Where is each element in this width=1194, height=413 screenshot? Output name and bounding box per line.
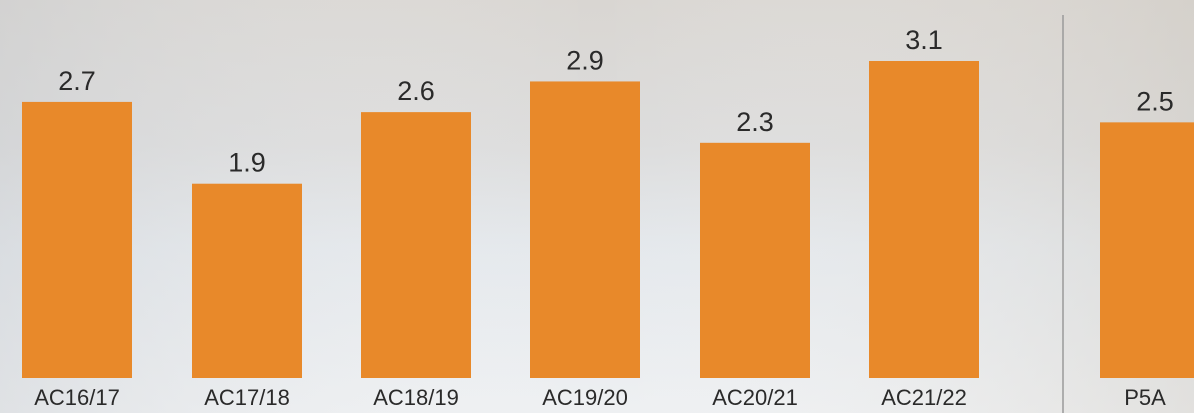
bar [700, 142, 810, 378]
x-tick-label: AC18/19 [373, 385, 459, 410]
value-label: 2.7 [58, 66, 96, 96]
bar [530, 81, 640, 379]
x-tick-label: AC21/22 [881, 385, 967, 410]
value-label: 2.6 [397, 76, 435, 106]
x-tick-label: AC19/20 [542, 385, 628, 410]
bar [1100, 122, 1194, 379]
bar [869, 61, 979, 378]
bar [361, 112, 471, 379]
bar [22, 101, 132, 378]
x-tick-label: P5A [1124, 385, 1166, 410]
value-label: 2.5 [1136, 86, 1174, 116]
value-label: 3.1 [905, 25, 943, 55]
value-label: 2.9 [566, 45, 604, 75]
bar [192, 183, 302, 378]
x-tick-label: AC20/21 [712, 385, 798, 410]
x-tick-label: AC17/18 [204, 385, 290, 410]
x-tick-label: AC16/17 [34, 385, 120, 410]
value-label: 1.9 [228, 148, 266, 178]
value-label: 2.3 [736, 107, 774, 137]
